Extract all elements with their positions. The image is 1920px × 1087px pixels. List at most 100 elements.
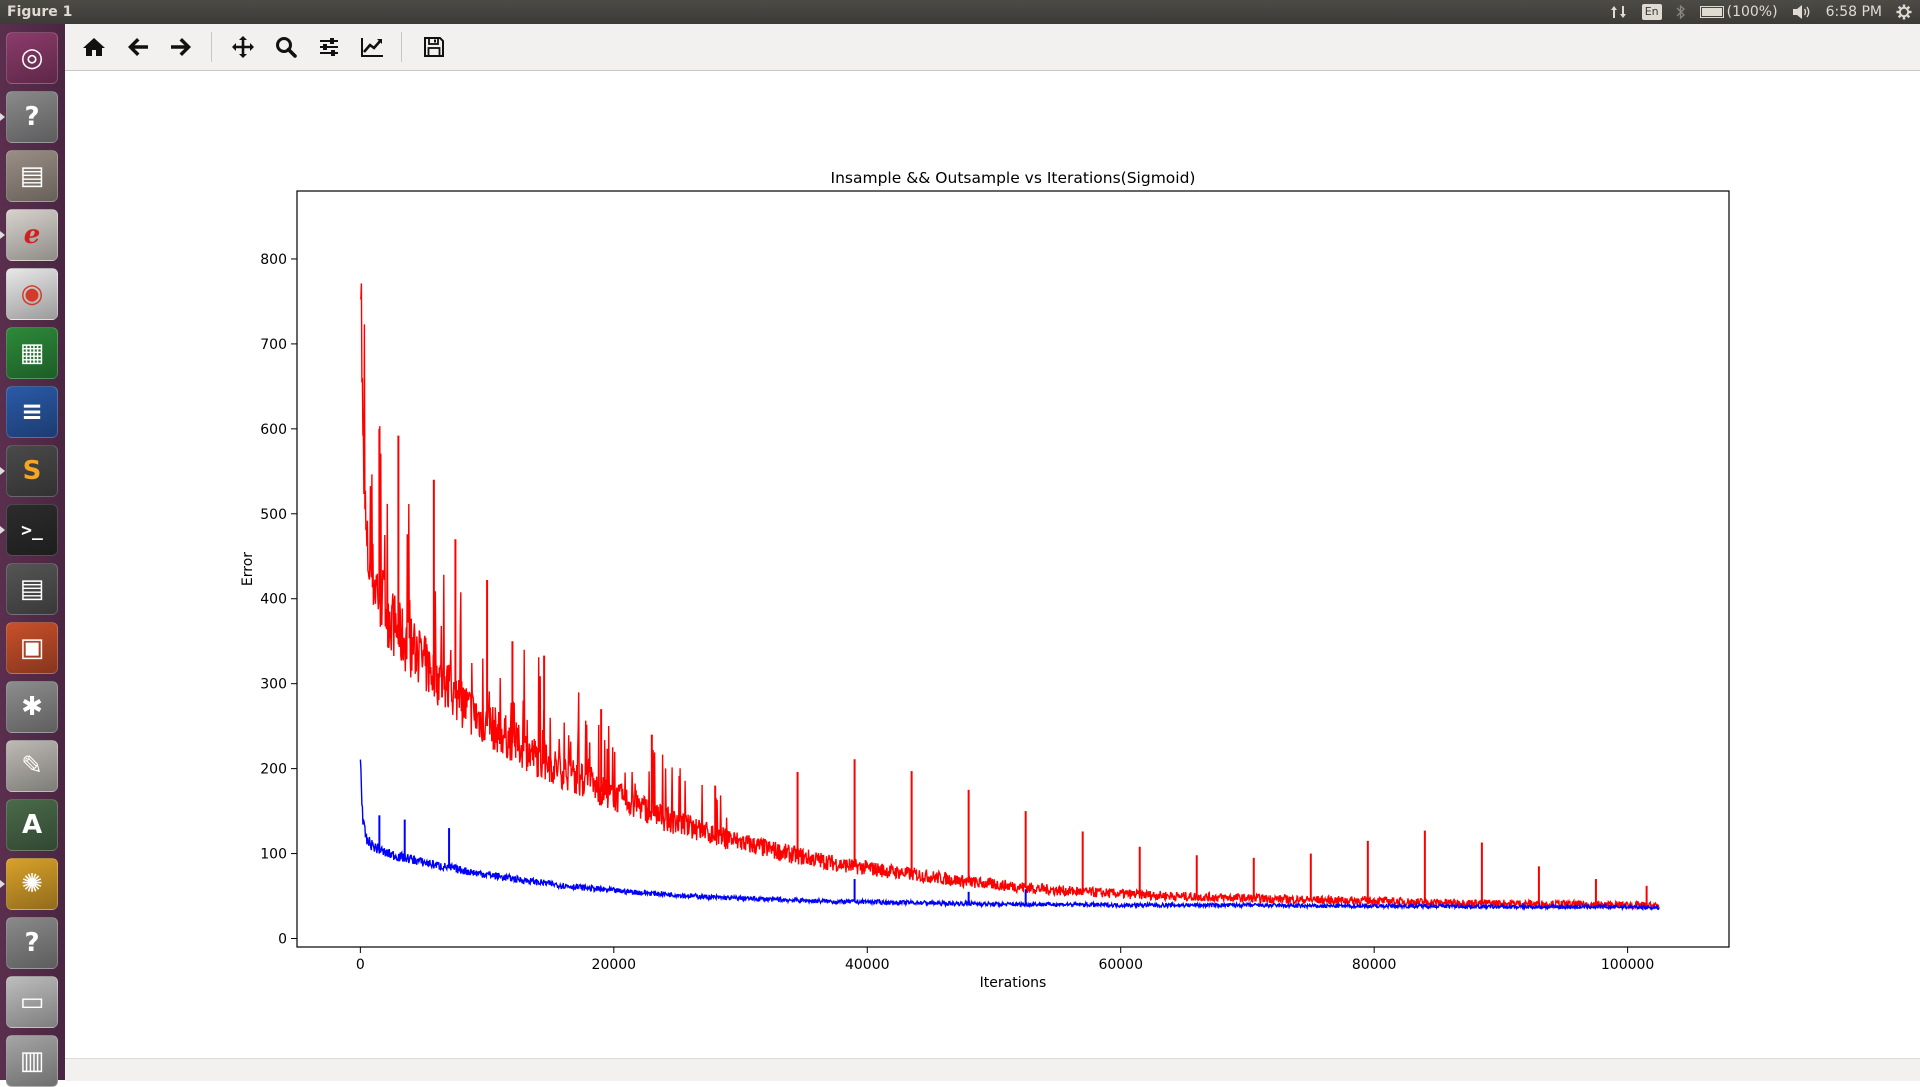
launcher-disk-drive[interactable]: ▭ <box>6 976 58 1028</box>
evince-icon: ℯ <box>23 220 41 250</box>
home-button[interactable] <box>79 32 109 62</box>
sliders-icon <box>320 38 338 56</box>
calc-icon: ▦ <box>19 338 45 368</box>
status-bar <box>65 1058 1920 1081</box>
y-tick-label: 700 <box>260 337 287 353</box>
x-tick-label: 100000 <box>1601 957 1654 973</box>
battery-percentage: (100%) <box>1726 4 1778 20</box>
y-tick-label: 800 <box>260 252 287 268</box>
network-updown-icon[interactable] <box>1610 4 1628 20</box>
arrow-right-icon <box>171 38 191 56</box>
toolbar-separator <box>401 32 402 62</box>
y-tick-label: 200 <box>260 762 287 778</box>
running-indicator <box>0 467 5 475</box>
launcher-unknown-app-2[interactable]: ? <box>6 917 58 969</box>
forward-button[interactable] <box>166 32 196 62</box>
bluetooth-icon[interactable] <box>1676 4 1686 20</box>
y-tick-label: 0 <box>278 932 287 948</box>
battery-icon[interactable]: (100%) <box>1699 0 1778 24</box>
running-indicator <box>0 113 5 121</box>
launcher-software-updater[interactable]: A <box>6 799 58 851</box>
launcher: ◎? ▤ ℯ ◉ ▦ ≡ S >_ ▤ ▣ ✱ ✎ A ✺? ▭ ▥ <box>0 24 65 1087</box>
floppy-icon <box>424 37 444 57</box>
window-title: Figure 1 <box>7 4 73 20</box>
arrow-left-icon <box>128 38 148 56</box>
volume-icon[interactable] <box>1792 4 1812 20</box>
updater-icon: A <box>21 810 43 840</box>
top-panel: Figure 1 En (100%) 6:58 PM <box>0 0 1920 24</box>
running-indicator <box>0 880 5 888</box>
question-icon: ? <box>24 102 40 132</box>
y-tick-label: 100 <box>260 847 287 863</box>
system-tray: En (100%) 6:58 PM <box>1610 0 1920 24</box>
launcher-writer[interactable]: ≡ <box>6 386 58 438</box>
y-tick-label: 300 <box>260 677 287 693</box>
impress-icon: ▣ <box>19 633 45 663</box>
battery-level-fill <box>1701 8 1722 16</box>
move-icon <box>232 36 254 58</box>
matplotlib-toolbar <box>65 24 1920 71</box>
launcher-unknown-app[interactable]: ? <box>6 91 58 143</box>
settings-gear-icon[interactable] <box>1896 4 1912 20</box>
writer-icon: ≡ <box>21 397 43 427</box>
launcher-video-editor[interactable]: ▤ <box>6 563 58 615</box>
language-label: En <box>1641 4 1662 20</box>
launcher-system-tools[interactable]: ✱ <box>6 681 58 733</box>
wrench-gear-icon: ✱ <box>21 692 43 722</box>
line-chart-icon <box>361 38 383 57</box>
pinwheel-icon: ✺ <box>21 869 43 899</box>
keyboard-language-icon[interactable]: En <box>1641 4 1662 20</box>
x-tick-label: 80000 <box>1352 957 1397 973</box>
chart-title: Insample && Outsample vs Iterations(Sigm… <box>831 169 1196 187</box>
line-chart: Insample && Outsample vs Iterations(Sigm… <box>240 169 1730 991</box>
launcher-spreadsheet[interactable]: ▦ <box>6 327 58 379</box>
x-tick-label: 40000 <box>845 957 890 973</box>
y-tick-label: 500 <box>260 507 287 523</box>
magnifier-icon <box>276 37 297 58</box>
text-editor-icon: ✎ <box>21 751 43 781</box>
trash-icon: ▥ <box>19 1046 45 1076</box>
series-line-1 <box>359 759 1660 912</box>
clapper-icon: ▤ <box>19 574 45 604</box>
x-tick-label: 60000 <box>1098 957 1143 973</box>
running-indicator <box>0 526 5 534</box>
launcher-trash[interactable]: ▥ <box>6 1035 58 1087</box>
x-tick-label: 20000 <box>592 957 637 973</box>
save-button[interactable] <box>419 32 449 62</box>
toolbar-separator <box>211 32 212 62</box>
question-icon: ? <box>24 928 40 958</box>
chrome-icon: ◉ <box>20 279 44 309</box>
axes-frame <box>296 190 1730 948</box>
launcher-pinwheel-app[interactable]: ✺ <box>6 858 58 910</box>
series-line-0 <box>359 283 1660 911</box>
sublime-icon: S <box>22 456 42 486</box>
launcher-sublime-text[interactable]: S <box>6 445 58 497</box>
launcher-chrome[interactable]: ◉ <box>6 268 58 320</box>
configure-subplots-button[interactable] <box>314 32 344 62</box>
running-indicator <box>0 231 5 239</box>
y-tick-label: 600 <box>260 422 287 438</box>
edit-axis-button[interactable] <box>357 32 387 62</box>
axes-layer: 0 20000 40000 60000 80000 100000 0 100 200 300 400… <box>260 190 1730 973</box>
terminal-icon: >_ <box>21 519 43 541</box>
home-icon <box>83 38 105 56</box>
launcher-ubuntu-dash[interactable]: ◎ <box>6 32 58 84</box>
launcher-impress[interactable]: ▣ <box>6 622 58 674</box>
y-tick-label: 400 <box>260 592 287 608</box>
launcher-terminal[interactable]: >_ <box>6 504 58 556</box>
file-cabinet-icon: ▤ <box>19 161 45 191</box>
launcher-document-viewer[interactable]: ℯ <box>6 209 58 261</box>
zoom-button[interactable] <box>271 32 301 62</box>
drive-icon: ▭ <box>19 987 45 1017</box>
figure-canvas[interactable]: Insample && Outsample vs Iterations(Sigm… <box>65 71 1920 1058</box>
ubuntu-logo-icon: ◎ <box>20 43 44 73</box>
launcher-file-manager[interactable]: ▤ <box>6 150 58 202</box>
launcher-text-editor[interactable]: ✎ <box>6 740 58 792</box>
y-axis-label: Error <box>240 552 256 586</box>
clock[interactable]: 6:58 PM <box>1825 4 1882 20</box>
x-tick-label: 0 <box>356 957 365 973</box>
series-layer <box>359 283 1660 912</box>
x-axis-label: Iterations <box>980 975 1047 991</box>
pan-button[interactable] <box>228 32 258 62</box>
back-button[interactable] <box>123 32 153 62</box>
